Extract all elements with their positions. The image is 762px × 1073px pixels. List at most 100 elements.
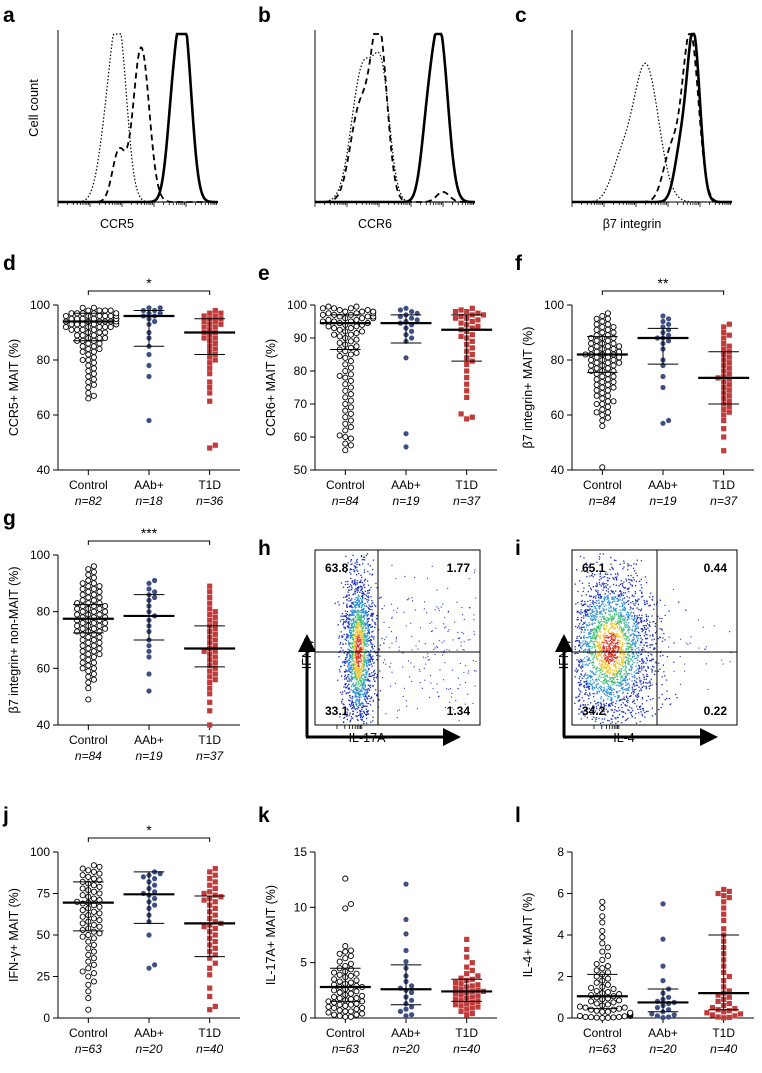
- flow-event: [643, 678, 645, 681]
- flow-event: [457, 637, 459, 639]
- flow-event: [370, 605, 372, 608]
- flow-event: [602, 669, 604, 671]
- flow-event: [619, 609, 621, 611]
- flow-event: [580, 683, 582, 685]
- flow-event: [627, 588, 629, 590]
- flow-event: [391, 642, 393, 644]
- flow-event: [598, 607, 600, 609]
- flow-event: [601, 656, 603, 658]
- flow-event: [340, 691, 342, 693]
- flow-event: [627, 688, 629, 690]
- flow-event: [642, 682, 644, 684]
- flow-event: [362, 646, 365, 648]
- data-point-control: [353, 336, 360, 343]
- flow-event: [366, 676, 368, 678]
- flow-event: [619, 590, 622, 592]
- data-point-control: [90, 392, 97, 399]
- flow-event: [603, 618, 605, 620]
- flow-event: [615, 611, 617, 613]
- flow-event: [647, 652, 649, 654]
- data-point-control: [96, 340, 103, 347]
- flow-event: [635, 641, 637, 644]
- flow-event: [369, 640, 372, 642]
- flow-event: [594, 574, 596, 576]
- flow-event: [594, 617, 596, 620]
- flow-event: [641, 617, 643, 619]
- flow-event: [673, 661, 675, 663]
- flow-event: [633, 603, 635, 605]
- flow-event: [596, 600, 598, 602]
- histogram-panel-a: a Cell count CCR5: [3, 4, 218, 231]
- flow-event: [436, 606, 438, 608]
- flow-event: [631, 663, 633, 666]
- flow-event: [586, 712, 588, 715]
- flow-event: [473, 619, 475, 621]
- flow-event: [598, 593, 600, 596]
- flow-event: [347, 665, 349, 667]
- flow-event: [618, 673, 621, 675]
- flow-event: [355, 707, 357, 710]
- flow-event: [372, 674, 374, 676]
- flow-event: [366, 654, 368, 657]
- flow-event: [636, 624, 638, 626]
- flow-event: [626, 611, 628, 613]
- flow-event: [373, 604, 376, 606]
- y-tick-label: 80: [294, 364, 308, 378]
- flow-event: [651, 599, 654, 601]
- flow-event: [578, 664, 580, 667]
- flow-event: [352, 627, 355, 629]
- flow-event: [593, 655, 595, 657]
- flow-event: [592, 600, 594, 602]
- flow-event: [356, 589, 358, 591]
- data-point-aab: [403, 305, 409, 311]
- flow-event: [627, 660, 629, 662]
- data-point-control: [90, 354, 97, 361]
- flow-event: [360, 665, 363, 667]
- flow-event: [357, 655, 359, 657]
- flow-event: [653, 621, 655, 623]
- flow-event: [583, 615, 585, 617]
- flow-event: [357, 673, 360, 675]
- data-point-control: [347, 435, 354, 442]
- flow-event: [628, 564, 630, 566]
- data-point-control: [610, 373, 617, 380]
- flow-event: [633, 674, 636, 677]
- flow-event: [359, 689, 361, 691]
- flow-event: [641, 715, 644, 717]
- flow-event: [349, 619, 351, 621]
- flow-event: [621, 630, 624, 633]
- flow-event: [614, 649, 616, 652]
- flow-event: [375, 689, 377, 691]
- flow-event: [631, 618, 633, 620]
- flow-event: [420, 627, 422, 629]
- flow-event: [364, 643, 366, 645]
- flow-event: [351, 613, 353, 615]
- flow-event: [612, 671, 615, 673]
- flow-event: [631, 580, 633, 582]
- flow-event: [646, 645, 648, 647]
- flow-event: [596, 610, 598, 612]
- flow-event: [355, 597, 357, 599]
- flow-event: [363, 670, 365, 672]
- flow-event: [627, 662, 629, 664]
- flow-event: [347, 636, 349, 638]
- flow-event: [362, 682, 364, 684]
- flow-event: [368, 597, 370, 599]
- flow-event: [594, 619, 597, 621]
- flow-event: [617, 614, 619, 616]
- flow-event: [600, 685, 602, 687]
- flow-event: [628, 689, 630, 691]
- flow-event: [361, 655, 363, 657]
- flow-event: [608, 628, 610, 630]
- flow-event: [425, 663, 427, 665]
- flow-event: [611, 680, 613, 682]
- flow-event: [371, 615, 373, 617]
- flow-event: [350, 604, 352, 606]
- flow-event: [577, 610, 579, 612]
- flow-event: [585, 648, 587, 650]
- flow-event: [375, 618, 378, 620]
- flow-event: [619, 596, 621, 598]
- flow-event: [347, 709, 349, 711]
- flow-event: [619, 629, 621, 631]
